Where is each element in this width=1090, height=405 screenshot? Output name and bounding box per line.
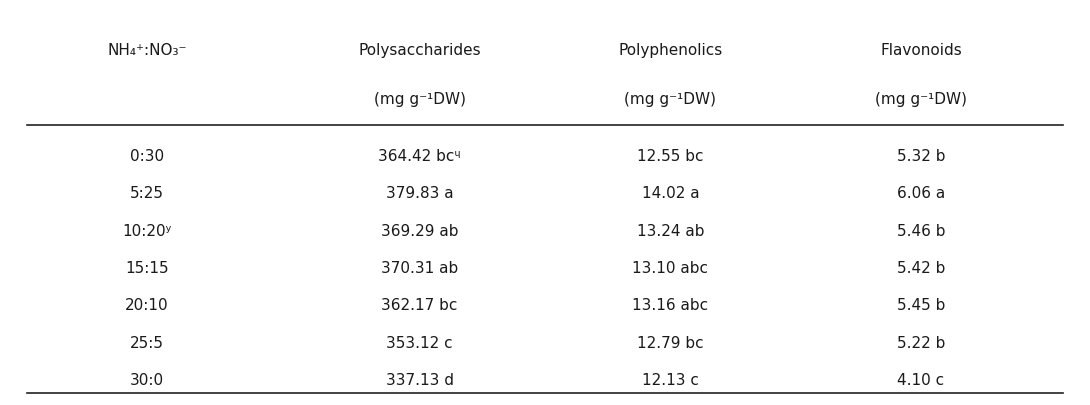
Text: 30:0: 30:0 xyxy=(130,372,165,387)
Text: 6.06 a: 6.06 a xyxy=(897,186,945,200)
Text: 20:10: 20:10 xyxy=(125,298,169,312)
Text: 379.83 a: 379.83 a xyxy=(386,186,453,200)
Text: 14.02 a: 14.02 a xyxy=(642,186,699,200)
Text: 12.13 c: 12.13 c xyxy=(642,372,699,387)
Text: 12.79 bc: 12.79 bc xyxy=(637,335,704,350)
Text: NH₄⁺:NO₃⁻: NH₄⁺:NO₃⁻ xyxy=(108,43,186,58)
Text: 10:20ʸ: 10:20ʸ xyxy=(122,223,172,238)
Text: 25:5: 25:5 xyxy=(130,335,165,350)
Text: 0:30: 0:30 xyxy=(130,149,165,163)
Text: 13.10 abc: 13.10 abc xyxy=(632,260,708,275)
Text: (mg g⁻¹DW): (mg g⁻¹DW) xyxy=(374,92,465,107)
Text: 13.24 ab: 13.24 ab xyxy=(637,223,704,238)
Text: 353.12 c: 353.12 c xyxy=(386,335,453,350)
Text: 13.16 abc: 13.16 abc xyxy=(632,298,708,312)
Text: Polyphenolics: Polyphenolics xyxy=(618,43,723,58)
Text: 15:15: 15:15 xyxy=(125,260,169,275)
Text: 362.17 bc: 362.17 bc xyxy=(382,298,458,312)
Text: 5.46 b: 5.46 b xyxy=(897,223,945,238)
Text: 12.55 bc: 12.55 bc xyxy=(637,149,704,163)
Text: (mg g⁻¹DW): (mg g⁻¹DW) xyxy=(625,92,716,107)
Text: 4.10 c: 4.10 c xyxy=(897,372,945,387)
Text: 337.13 d: 337.13 d xyxy=(386,372,453,387)
Text: (mg g⁻¹DW): (mg g⁻¹DW) xyxy=(875,92,967,107)
Text: 5.45 b: 5.45 b xyxy=(897,298,945,312)
Text: 370.31 ab: 370.31 ab xyxy=(382,260,458,275)
Text: 5.42 b: 5.42 b xyxy=(897,260,945,275)
Text: Flavonoids: Flavonoids xyxy=(881,43,962,58)
Text: Polysaccharides: Polysaccharides xyxy=(359,43,481,58)
Text: 369.29 ab: 369.29 ab xyxy=(380,223,459,238)
Text: 5.32 b: 5.32 b xyxy=(897,149,945,163)
Text: 5.22 b: 5.22 b xyxy=(897,335,945,350)
Text: 364.42 bcᶣ: 364.42 bcᶣ xyxy=(378,149,461,163)
Text: 5:25: 5:25 xyxy=(130,186,165,200)
